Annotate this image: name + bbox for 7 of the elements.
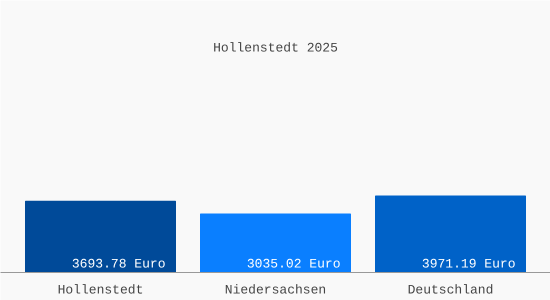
x-tick-label: Hollenstedt [58,282,144,298]
x-tick-label: Deutschland [408,282,494,298]
data-label: 3971.19 Euro [422,256,516,272]
data-label: 3035.02 Euro [246,256,341,272]
data-label: 3693.78 Euro [72,256,166,272]
x-tick-label: Niedersachsen [224,282,326,298]
chart-title: Hollenstedt 2025 [213,40,338,56]
